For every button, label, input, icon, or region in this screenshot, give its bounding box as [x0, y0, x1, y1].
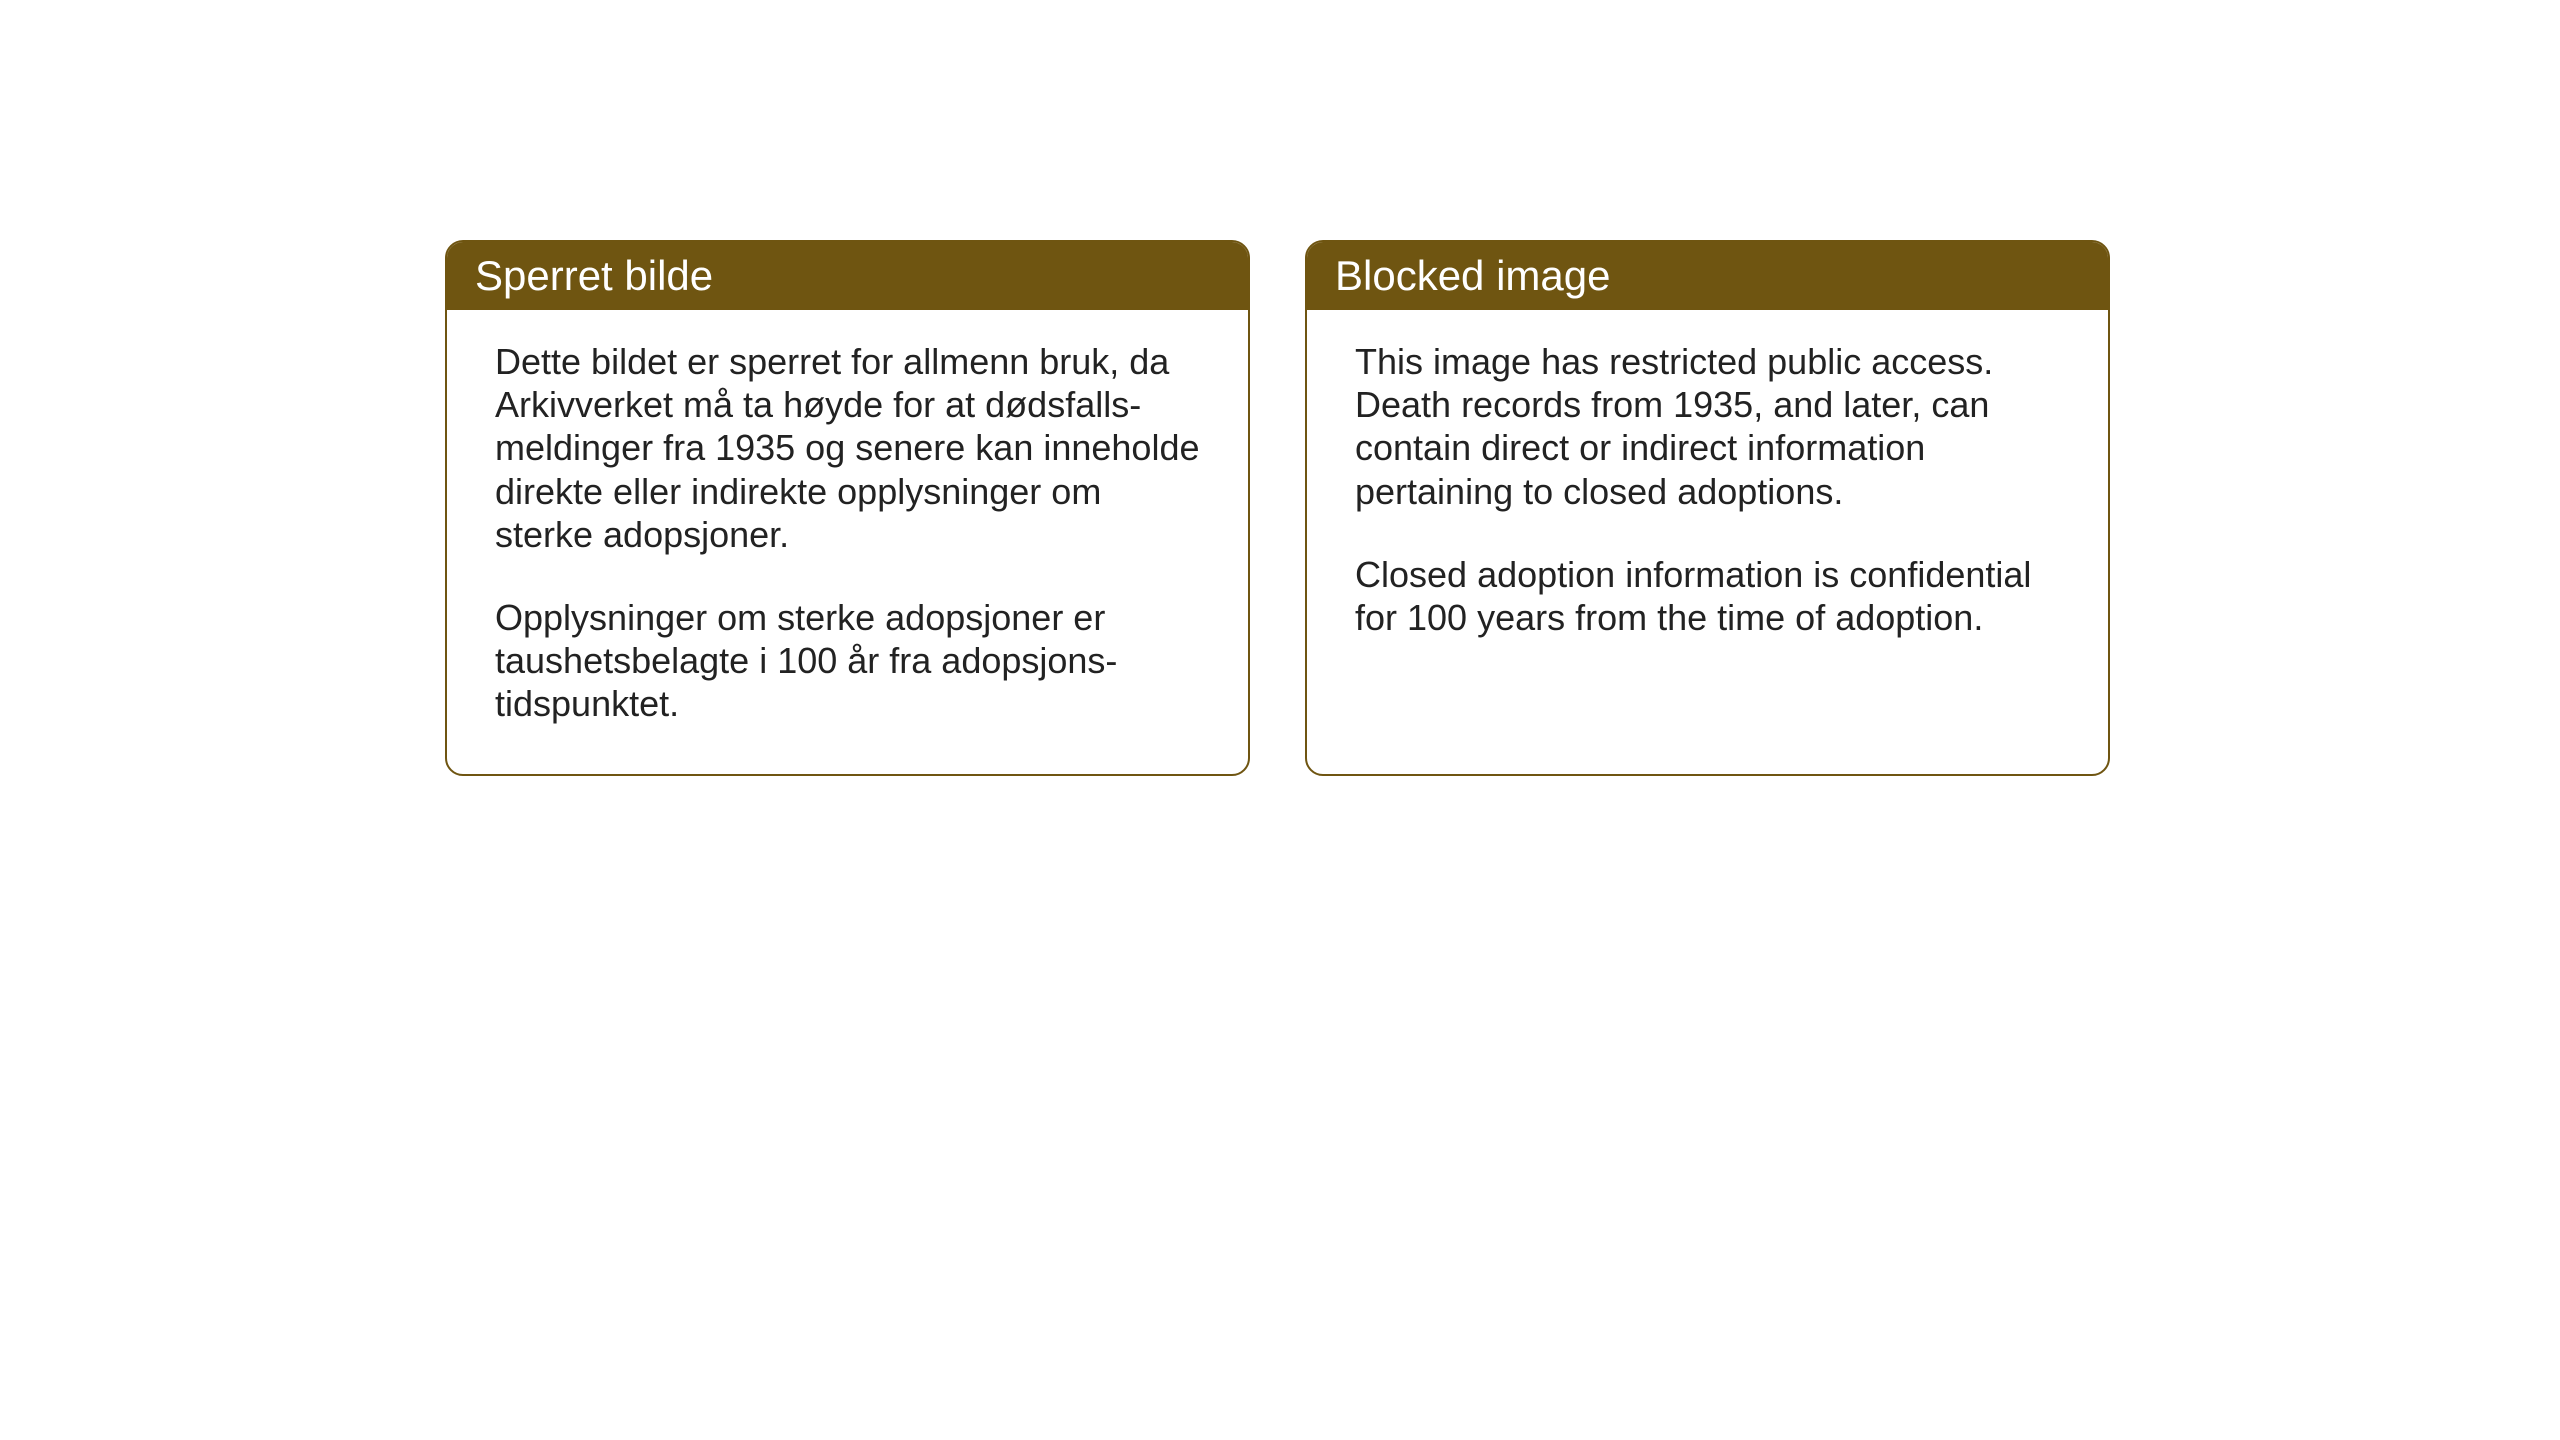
norwegian-card-body: Dette bildet er sperret for allmenn bruk… [447, 310, 1248, 774]
english-card-body: This image has restricted public access.… [1307, 310, 2108, 750]
english-card-title: Blocked image [1307, 242, 2108, 310]
english-paragraph-1: This image has restricted public access.… [1355, 340, 2060, 513]
english-notice-card: Blocked image This image has restricted … [1305, 240, 2110, 776]
english-paragraph-2: Closed adoption information is confident… [1355, 553, 2060, 639]
norwegian-paragraph-2: Opplysninger om sterke adopsjoner er tau… [495, 596, 1200, 726]
norwegian-card-title: Sperret bilde [447, 242, 1248, 310]
norwegian-notice-card: Sperret bilde Dette bildet er sperret fo… [445, 240, 1250, 776]
norwegian-paragraph-1: Dette bildet er sperret for allmenn bruk… [495, 340, 1200, 556]
notice-container: Sperret bilde Dette bildet er sperret fo… [445, 240, 2110, 776]
